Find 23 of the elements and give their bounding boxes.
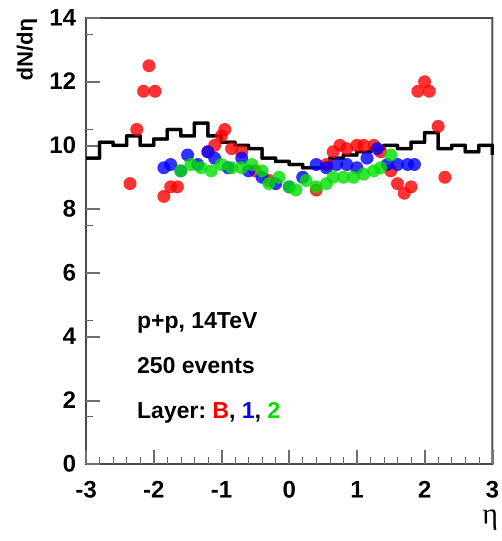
y-tick-label: 6 <box>62 259 76 286</box>
x-tick-label: -1 <box>210 476 232 504</box>
text: , <box>254 397 261 423</box>
x-tick-label: 1 <box>350 476 364 504</box>
x-tick-label: -2 <box>143 476 164 504</box>
x-tick-label: -3 <box>75 476 97 504</box>
x-tick-label: 2 <box>418 476 432 504</box>
annotation: p+p, 14TeV <box>137 307 258 333</box>
y-tick-label: 12 <box>49 68 76 96</box>
text: B <box>212 397 230 423</box>
y-tick-label: 4 <box>62 323 77 350</box>
annotation: Layer: <box>137 397 206 423</box>
y-axis-title: dN/dη <box>12 18 38 80</box>
y-tick-label: 8 <box>62 196 76 223</box>
text: 2 <box>267 397 280 423</box>
y-tick-label: 10 <box>49 132 76 159</box>
annotation: 250 events <box>137 352 255 378</box>
text: 1 <box>242 397 255 423</box>
y-tick-label: 2 <box>62 386 76 414</box>
annotation: , <box>229 397 242 423</box>
x-tick-label: 0 <box>282 476 296 504</box>
y-tick-label: 0 <box>62 450 76 478</box>
y-tick-label: 14 <box>49 4 77 32</box>
